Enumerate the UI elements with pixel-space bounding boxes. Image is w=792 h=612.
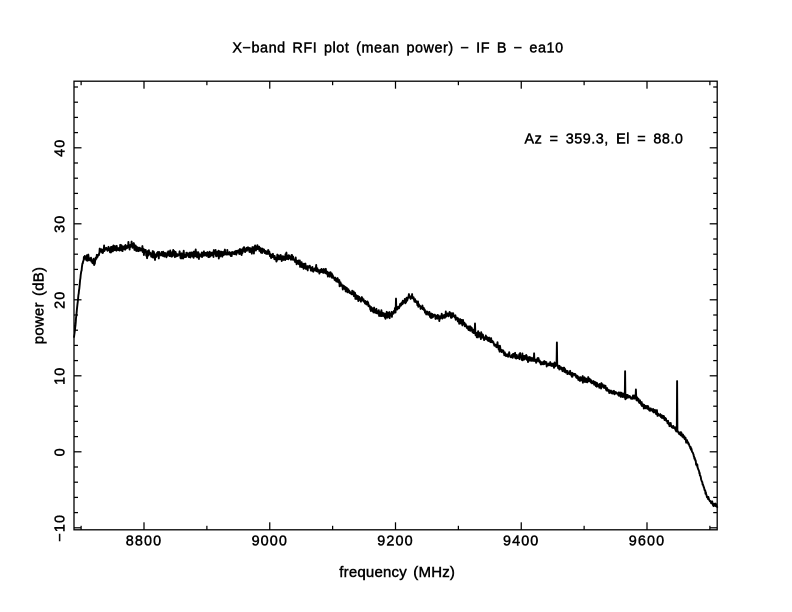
- svg-text:9200: 9200: [377, 534, 413, 550]
- svg-text:Az = 359.3, El = 88.0: Az = 359.3, El = 88.0: [525, 132, 684, 148]
- svg-text:30: 30: [53, 215, 69, 233]
- svg-text:X−band RFI plot (mean power) −: X−band RFI plot (mean power) − IF B − ea…: [232, 41, 563, 57]
- svg-text:0: 0: [53, 447, 69, 456]
- svg-text:9000: 9000: [252, 534, 288, 550]
- svg-text:9600: 9600: [629, 534, 665, 550]
- svg-text:9400: 9400: [503, 534, 539, 550]
- svg-text:40: 40: [53, 139, 69, 157]
- svg-text:frequency (MHz): frequency (MHz): [339, 564, 455, 581]
- svg-text:8800: 8800: [126, 534, 162, 550]
- svg-text:power (dB): power (dB): [31, 267, 48, 344]
- svg-text:−10: −10: [53, 514, 69, 542]
- svg-text:20: 20: [53, 291, 69, 309]
- svg-text:10: 10: [53, 367, 69, 385]
